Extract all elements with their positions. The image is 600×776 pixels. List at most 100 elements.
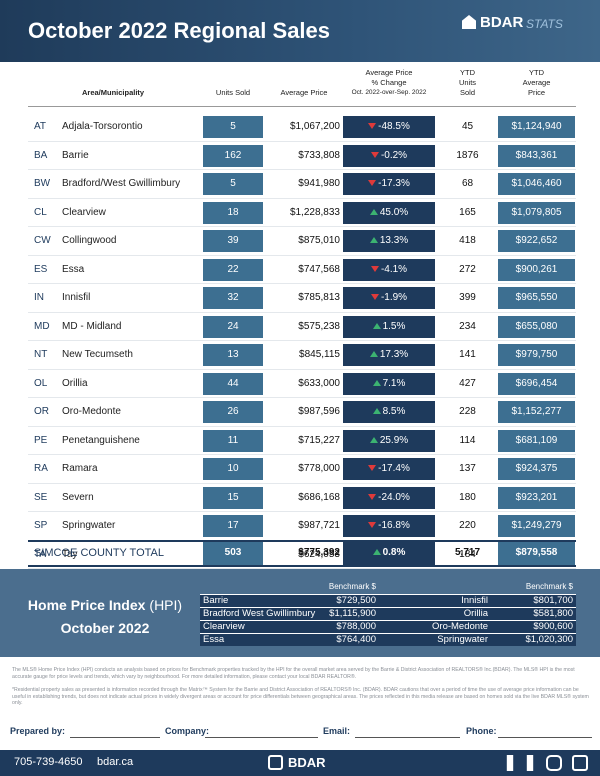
ytd-units: 165 (459, 206, 476, 218)
area-name: Innisfil (62, 292, 91, 303)
pct-wrap: -48.5% (343, 116, 435, 138)
column-header: Sold (459, 88, 475, 97)
ytd-units: 418 (459, 235, 476, 246)
arrow-up (369, 436, 378, 443)
hpi-area: Oro-Medonte (432, 621, 488, 632)
social-icon (506, 755, 514, 771)
avg-price: $875,010 (298, 235, 340, 246)
form-line (70, 737, 160, 738)
ytd-units: 180 (459, 491, 476, 503)
area-name: Ramara (62, 463, 98, 474)
units-cell: 26 (203, 401, 263, 423)
row-rule (28, 397, 576, 398)
total-name: SIMCOE COUNTY TOTAL (34, 547, 164, 559)
units-cell: 44 (203, 372, 263, 395)
pct-cell: -17.3% (343, 173, 435, 195)
pct-change: 7.1% (382, 377, 406, 389)
hpi-title-text: Home Price Index (27, 597, 146, 613)
ytd-units: 141 (459, 349, 476, 360)
pct-cell: -1.9% (343, 287, 435, 309)
hpi-title: Home Price Index (HPI) (16, 597, 194, 613)
social-icon (546, 755, 562, 771)
pct-change: 0.8% (382, 547, 406, 558)
ytd-units: 234 (459, 320, 476, 332)
header-rule (28, 106, 576, 107)
pct-cell: 17.3% (343, 344, 435, 366)
row-rule (28, 311, 576, 313)
form-line (498, 737, 592, 738)
hpi-col-header: Benchmark $ (328, 582, 376, 591)
ytd-avg-cell: $696,454 (498, 372, 575, 395)
hpi-title-suffix: (HPI) (149, 597, 183, 613)
units-cell: 162 (203, 144, 263, 167)
pct-wrap: -1.9% (343, 287, 435, 309)
column-header: % Change (371, 78, 407, 87)
row-rule (28, 226, 576, 227)
arrow-up (372, 408, 381, 415)
pct-wrap: -17.3% (343, 173, 435, 195)
total-rule-top (28, 540, 576, 542)
column-header: Average (522, 78, 551, 87)
area-code: AT (34, 121, 47, 132)
area-code: RA (34, 463, 48, 474)
area-code: CL (34, 206, 47, 218)
avg-price: $845,115 (299, 349, 340, 360)
area-code: PE (34, 434, 48, 446)
area-name: Springwater (62, 520, 116, 531)
avg-price: $1,228,833 (289, 206, 340, 218)
header-banner (0, 0, 600, 62)
units-cell: 39 (203, 230, 263, 252)
column-header: YTD (460, 68, 475, 77)
avg-price: $747,568 (298, 263, 340, 275)
ytd-avg-cell: $1,046,460 (498, 173, 575, 195)
total-rule-bottom (28, 565, 576, 567)
hpi-value: $1,115,900 (329, 608, 376, 619)
area-code: SE (34, 491, 48, 503)
area-name: Severn (62, 491, 94, 503)
area-name: Barrie (62, 149, 89, 161)
pct-cell: -0.2% (343, 144, 435, 167)
units-cell: 18 (203, 201, 263, 224)
avg-price: $775,392 (298, 547, 340, 558)
pct-wrap: 7.1% (343, 373, 435, 395)
hpi-value: $581,800 (533, 608, 573, 619)
logo-suffix: STATS (526, 17, 563, 31)
disclaimer: *Residential property sales as presented… (12, 687, 589, 707)
row-rule (28, 511, 576, 512)
ytd-units: 184 (459, 548, 476, 560)
pct-cell: -17.4% (343, 458, 435, 480)
pct-cell: -24.0% (343, 486, 435, 509)
form-label: Prepared by: (10, 726, 66, 736)
pct-change: -16.8% (378, 520, 410, 531)
area-code: ES (34, 263, 48, 275)
column-header: Price (527, 88, 546, 97)
footer-band (0, 750, 600, 776)
units-cell: 17 (203, 515, 263, 537)
column-header: Average Price (365, 68, 413, 77)
form-line (205, 737, 318, 738)
pct-wrap: 17.3% (343, 344, 435, 366)
avg-price: $941,980 (298, 178, 340, 189)
hpi-area: Clearview (203, 621, 245, 632)
units-cell: 503 (203, 542, 263, 564)
pct-wrap: -24.0% (343, 487, 435, 509)
pct-change: 8.5% (382, 406, 406, 417)
avg-price: $715,227 (298, 434, 340, 446)
pct-change: -1.9% (380, 292, 408, 303)
pct-cell: 13.3% (343, 230, 435, 252)
arrow-up (372, 322, 381, 329)
area-name: Essa (62, 263, 85, 275)
column-header: Units (458, 78, 477, 87)
hpi-area: Essa (203, 634, 225, 645)
disclaimer: The MLS® Home Price Index (HPI) conducts… (12, 667, 575, 680)
pct-change: -48.5% (378, 121, 410, 132)
ytd-avg-cell: $965,550 (498, 287, 575, 309)
social-icon (526, 755, 534, 771)
area-name: Tay (62, 548, 78, 560)
pct-cell: -48.5% (343, 116, 435, 138)
hpi-row (200, 620, 576, 633)
avg-price: $785,813 (298, 292, 340, 303)
hpi-area: Orillia (463, 608, 488, 619)
hpi-value: $764,400 (336, 634, 376, 645)
area-name: New Tecumseth (62, 349, 133, 360)
